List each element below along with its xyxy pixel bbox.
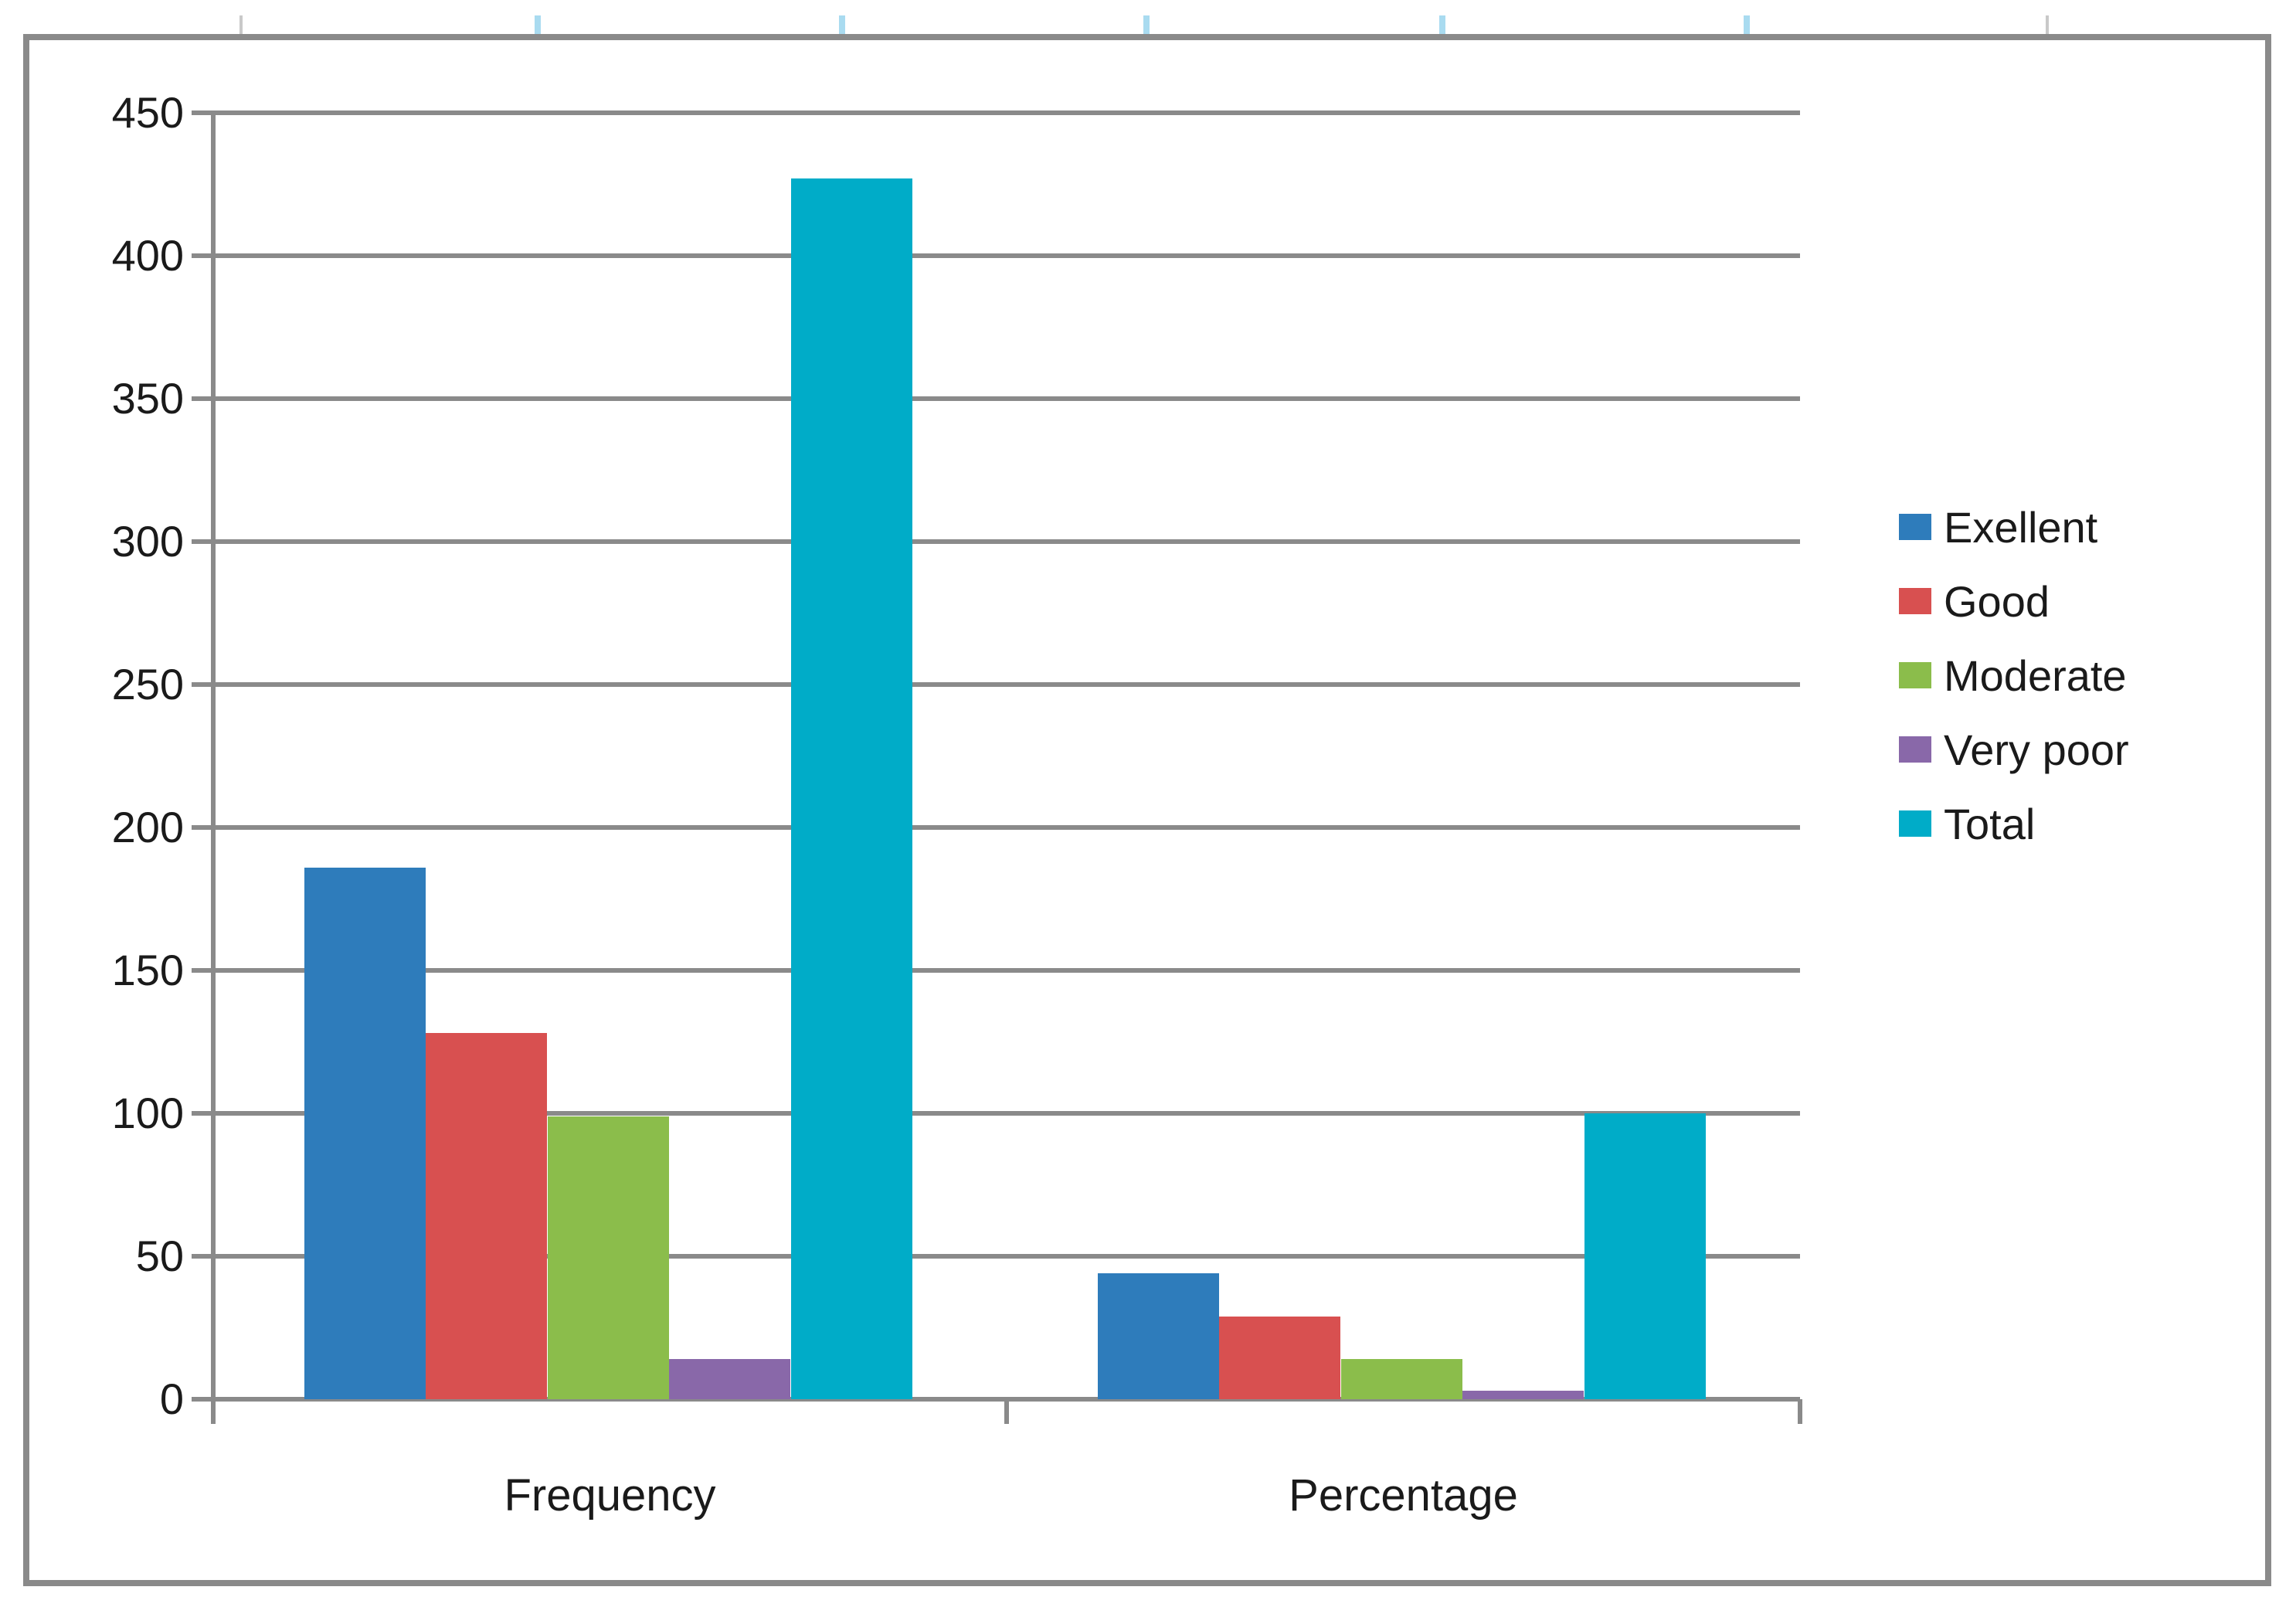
gridline [213,110,1800,115]
spreadsheet-column-tick [1744,15,1750,36]
x-category-label: Percentage [1289,1470,1518,1521]
spreadsheet-column-tick [1439,15,1445,36]
bar-moderate-frequency [547,1116,669,1399]
y-axis-tick [192,253,213,258]
y-axis-tick [192,539,213,544]
legend-swatch-icon [1899,514,1931,540]
plot-area: 450 400 350 300 250 200 150 100 50 0 [112,88,1802,1424]
legend-item-exellent: Exellent [1899,490,2129,564]
legend: Exellent Good Moderate Very poor Total [1899,490,2129,861]
bar-total-frequency [790,178,912,1399]
gridline [213,968,1800,973]
y-axis-tick [192,1397,213,1402]
gridline [213,253,1800,258]
legend-swatch-icon [1899,736,1931,763]
x-category-label: Frequency [504,1470,716,1521]
gridline [213,1254,1800,1259]
bar-exellent-percentage [1097,1273,1219,1399]
gridline [213,539,1800,544]
bar-good-percentage [1219,1316,1340,1399]
legend-label: Very poor [1944,725,2129,774]
y-tick-label: 50 [135,1232,184,1280]
legend-label: Moderate [1944,651,2127,700]
legend-swatch-icon [1899,662,1931,688]
gridline [213,396,1800,401]
y-tick-label: 450 [111,88,184,137]
y-tick-label: 200 [111,803,184,851]
x-axis-tick [211,1399,216,1424]
y-tick-label: 100 [111,1089,184,1137]
legend-item-moderate: Moderate [1899,638,2129,712]
spreadsheet-column-tick [535,15,541,36]
gridline [213,682,1800,687]
bar-total-percentage [1584,1113,1706,1399]
y-tick-label: 0 [159,1374,184,1423]
legend-label: Exellent [1944,502,2098,552]
legend-swatch-icon [1899,588,1931,614]
y-axis-tick [192,1254,213,1259]
x-axis-tick [1004,1399,1009,1424]
legend-swatch-icon [1899,810,1931,837]
bar-very-poor-percentage [1462,1390,1584,1399]
gridline [213,1111,1800,1116]
bar-good-frequency [426,1033,547,1399]
y-axis-tick [192,968,213,973]
y-axis-tick [192,682,213,687]
legend-item-very-poor: Very poor [1899,712,2129,787]
legend-label: Good [1944,576,2050,626]
legend-label: Total [1944,799,2036,848]
legend-item-total: Total [1899,787,2129,861]
y-axis-tick [192,110,213,115]
y-tick-label: 300 [111,517,184,566]
spreadsheet-column-tick [839,15,845,36]
spreadsheet-column-tick [2046,15,2049,36]
y-axis-tick [192,825,213,830]
spreadsheet-column-tick [239,15,243,36]
bar-moderate-percentage [1340,1359,1462,1399]
y-axis-tick [192,396,213,401]
y-tick-label: 250 [111,660,184,708]
bar-exellent-frequency [304,867,426,1399]
bar-very-poor-frequency [669,1359,790,1399]
x-axis-tick [1798,1399,1802,1424]
legend-item-good: Good [1899,564,2129,638]
gridline [213,825,1800,830]
y-tick-label: 350 [111,374,184,423]
spreadsheet-column-tick [1143,15,1150,36]
y-axis-tick [192,1111,213,1116]
y-axis-line [211,113,216,1424]
y-tick-label: 400 [111,231,184,280]
y-tick-label: 150 [111,946,184,994]
